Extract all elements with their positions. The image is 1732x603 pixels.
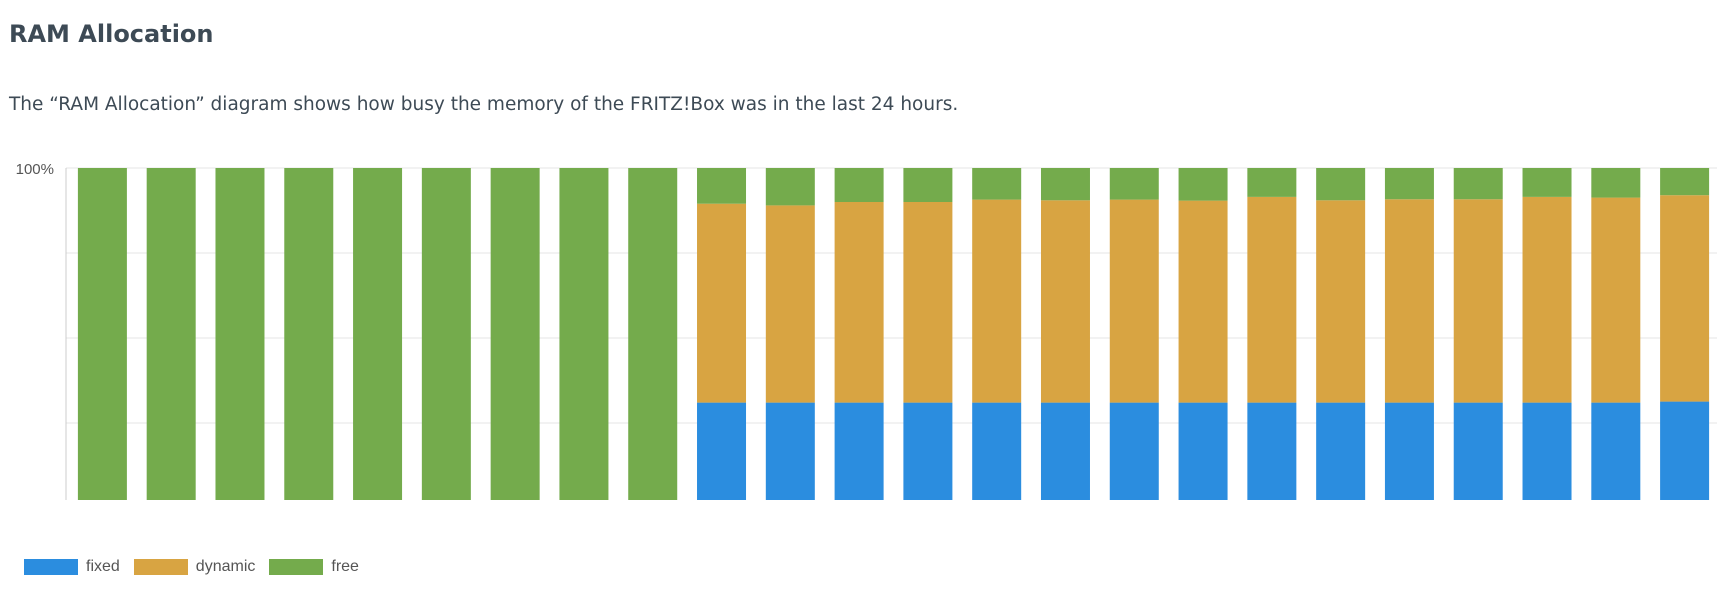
bar-free-21:00[interactable] <box>697 168 747 204</box>
bar-free-12:00[interactable] <box>77 168 127 500</box>
bar-dynamic-7:00[interactable] <box>1384 199 1434 403</box>
chart-bars <box>77 168 1710 500</box>
legend-item-fixed[interactable]: fixed <box>24 558 120 576</box>
bar-free-16:00[interactable] <box>353 168 403 500</box>
bar-dynamic-21:00[interactable] <box>697 203 747 403</box>
bar-dynamic-3:00[interactable] <box>1109 199 1159 403</box>
bar-dynamic-6:00[interactable] <box>1316 200 1366 403</box>
bar-dynamic-8:00[interactable] <box>1453 199 1503 403</box>
bar-free-4:00[interactable] <box>1178 168 1228 201</box>
chart-legend: fixed dynamic free <box>24 558 373 576</box>
bar-fixed-21:00[interactable] <box>697 402 747 500</box>
bar-fixed-3:00[interactable] <box>1109 402 1159 500</box>
bar-fixed-1:00[interactable] <box>972 402 1022 500</box>
bar-free-22:00[interactable] <box>765 168 815 206</box>
bar-free-20:00[interactable] <box>628 168 678 500</box>
bar-free-17:00[interactable] <box>421 168 471 500</box>
bar-dynamic-5:00[interactable] <box>1247 196 1297 403</box>
bar-dynamic-2:00[interactable] <box>1040 200 1090 403</box>
bar-fixed-9:00[interactable] <box>1522 402 1572 500</box>
bar-free-9:00[interactable] <box>1522 168 1572 197</box>
bar-free-1:00[interactable] <box>972 168 1022 200</box>
bar-free-8:00[interactable] <box>1453 168 1503 200</box>
legend-item-dynamic[interactable]: dynamic <box>133 558 256 576</box>
bar-free-14:00[interactable] <box>215 168 265 500</box>
bar-fixed-5:00[interactable] <box>1247 402 1297 500</box>
legend-label-free: free <box>331 558 359 575</box>
bar-dynamic-10:00[interactable] <box>1591 197 1641 403</box>
bar-fixed-6:00[interactable] <box>1316 402 1366 500</box>
y-tick-label: 100% <box>16 161 54 178</box>
bar-dynamic-9:00[interactable] <box>1522 196 1572 403</box>
legend-label-dynamic: dynamic <box>195 558 256 575</box>
page-title: RAM Allocation <box>9 20 214 48</box>
legend-swatch-dynamic <box>133 559 188 575</box>
legend-item-free[interactable]: free <box>269 558 359 576</box>
bar-free-3:00[interactable] <box>1109 168 1159 200</box>
bar-free-2:00[interactable] <box>1040 168 1090 201</box>
bar-free-7:00[interactable] <box>1384 168 1434 200</box>
bar-dynamic-1:00[interactable] <box>972 199 1022 403</box>
bar-free-6:00[interactable] <box>1316 168 1366 201</box>
bar-free-11:00[interactable] <box>1660 168 1710 196</box>
bar-dynamic-11:00[interactable] <box>1660 195 1710 402</box>
ram-allocation-chart: 12:0013:0014:0015:0016:0017:0018:0019:00… <box>16 161 1717 500</box>
y-axis: 0%100% <box>16 161 54 178</box>
bar-fixed-0:00[interactable] <box>903 402 953 500</box>
bar-fixed-7:00[interactable] <box>1384 402 1434 500</box>
bar-dynamic-0:00[interactable] <box>903 202 953 403</box>
bar-dynamic-22:00[interactable] <box>765 205 815 403</box>
bar-free-10:00[interactable] <box>1591 168 1641 198</box>
bar-dynamic-23:00[interactable] <box>834 202 884 403</box>
bar-free-13:00[interactable] <box>146 168 196 500</box>
bar-free-15:00[interactable] <box>284 168 334 500</box>
bar-free-23:00[interactable] <box>834 168 884 202</box>
bar-fixed-23:00[interactable] <box>834 402 884 500</box>
bar-fixed-11:00[interactable] <box>1660 401 1710 500</box>
bar-fixed-22:00[interactable] <box>765 402 815 500</box>
legend-swatch-free <box>269 559 324 575</box>
legend-label-fixed: fixed <box>86 558 120 575</box>
bar-free-0:00[interactable] <box>903 168 953 202</box>
bar-dynamic-4:00[interactable] <box>1178 200 1228 403</box>
legend-swatch-fixed <box>24 559 78 575</box>
bar-fixed-10:00[interactable] <box>1591 402 1641 500</box>
bar-fixed-8:00[interactable] <box>1453 402 1503 500</box>
bar-free-19:00[interactable] <box>559 168 609 500</box>
chart-description: The “RAM Allocation” diagram shows how b… <box>9 94 959 115</box>
bar-free-5:00[interactable] <box>1247 168 1297 197</box>
bar-fixed-4:00[interactable] <box>1178 402 1228 500</box>
bar-fixed-2:00[interactable] <box>1040 402 1090 500</box>
chart-grid <box>65 167 1717 500</box>
bar-free-18:00[interactable] <box>490 168 540 500</box>
